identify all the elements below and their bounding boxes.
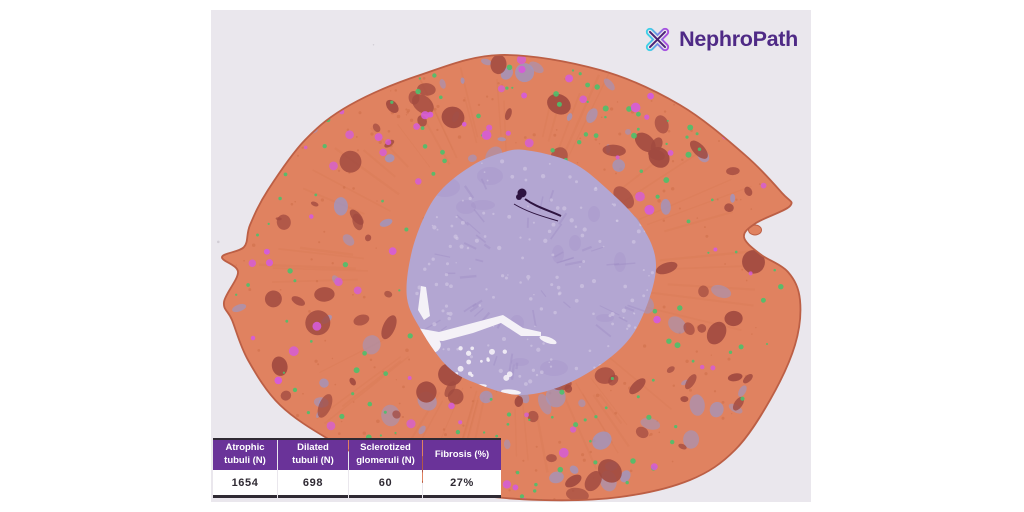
metric-value-fibrosis: 27% xyxy=(423,470,501,498)
metrics-table-values: 1654 698 60 27% xyxy=(213,470,501,498)
kidney-histology-image xyxy=(217,44,802,502)
brand-name: NephroPath xyxy=(679,27,798,51)
metric-header-atrophic-tubuli: Atrophic tubuli (N) xyxy=(213,440,277,470)
metric-header-dilated-tubuli: Dilated tubuli (N) xyxy=(278,440,348,470)
metric-value-atrophic-tubuli: 1654 xyxy=(213,470,277,498)
metrics-table: Atrophic tubuli (N) Dilated tubuli (N) S… xyxy=(213,438,501,498)
metric-header-sclerotized-glomeruli: Sclerotized glomeruli (N) xyxy=(349,440,422,470)
metric-value-dilated-tubuli: 698 xyxy=(278,470,348,498)
metric-header-fibrosis: Fibrosis (%) xyxy=(423,440,501,470)
metrics-table-header: Atrophic tubuli (N) Dilated tubuli (N) S… xyxy=(213,438,501,470)
nephropath-logo-icon xyxy=(646,27,670,52)
brand-logo: NephroPath xyxy=(643,25,798,54)
histology-slide: NephroPath Atrophic tubuli (N) Dilated t… xyxy=(211,10,811,502)
metric-value-sclerotized-glomeruli: 60 xyxy=(349,470,422,498)
